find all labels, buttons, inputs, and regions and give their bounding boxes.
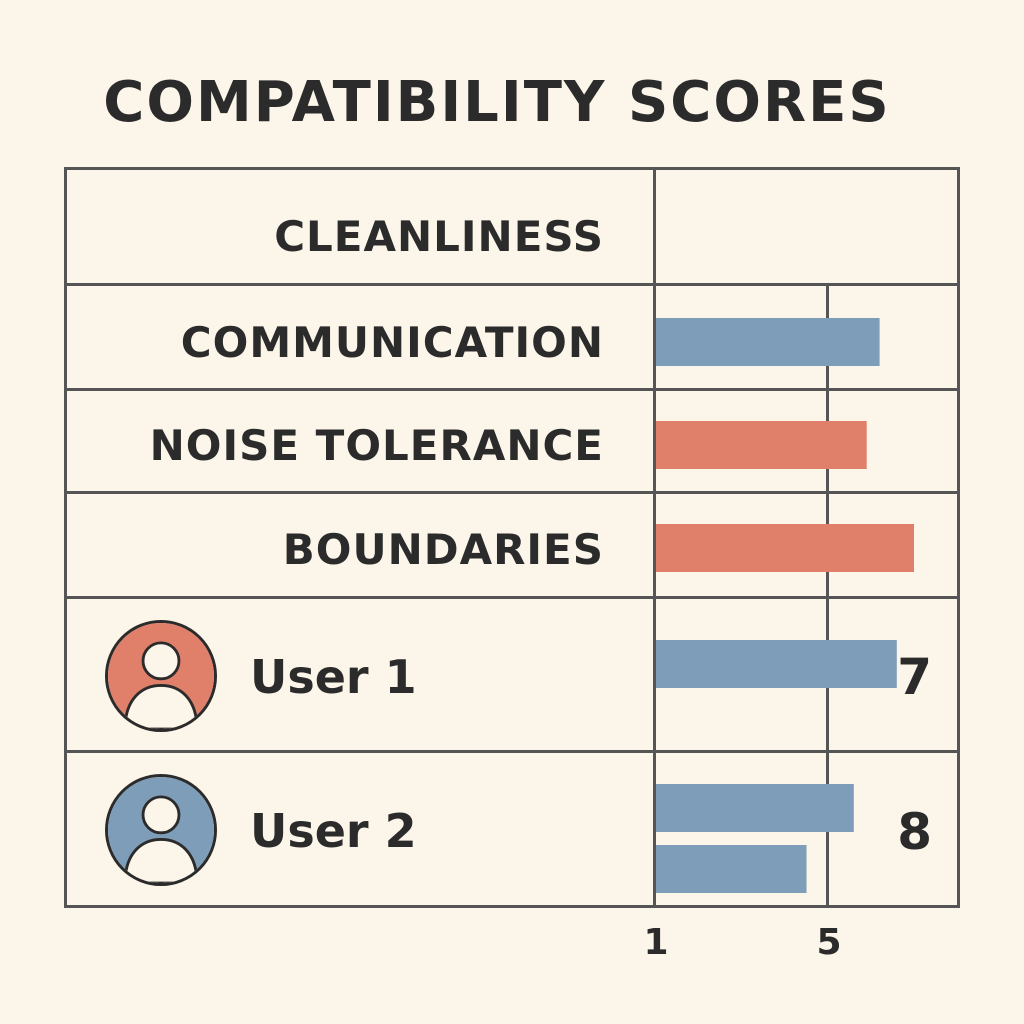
row-divider: [64, 283, 960, 286]
user-2-avatar: [105, 774, 217, 886]
row-divider: [64, 491, 960, 494]
category-label-boundaries: BOUNDARIES: [282, 525, 604, 574]
bar-communication: [656, 318, 880, 366]
row-divider: [64, 596, 960, 599]
user-1-score: 7: [897, 648, 932, 706]
chart-title: COMPATIBILITY SCORES: [103, 70, 891, 135]
x-tick-label-5: 5: [816, 922, 842, 963]
gridline-5: [826, 285, 829, 908]
category-label-communication: COMMUNICATION: [180, 318, 604, 367]
user-1-avatar: [105, 620, 217, 732]
user-avatar-icon: [108, 623, 214, 729]
column-divider: [653, 167, 656, 908]
category-label-noise-tolerance: NOISE TOLERANCE: [149, 421, 604, 470]
user-avatar-icon: [108, 777, 214, 883]
user-1-label: User 1: [250, 650, 417, 704]
row-divider: [64, 750, 960, 753]
user-2-label: User 2: [250, 804, 417, 858]
score-table: [64, 167, 960, 908]
bar-boundaries: [656, 524, 914, 572]
bar-user-2-2: [656, 845, 807, 893]
category-label-cleanliness: CLEANLINESS: [274, 212, 604, 261]
x-tick-label-1: 1: [643, 922, 669, 963]
bar-user-2: [656, 784, 854, 832]
row-divider: [64, 388, 960, 391]
bar-noise-tolerance: [656, 421, 867, 469]
user-2-score: 8: [897, 803, 932, 861]
bar-user-1: [656, 640, 897, 688]
